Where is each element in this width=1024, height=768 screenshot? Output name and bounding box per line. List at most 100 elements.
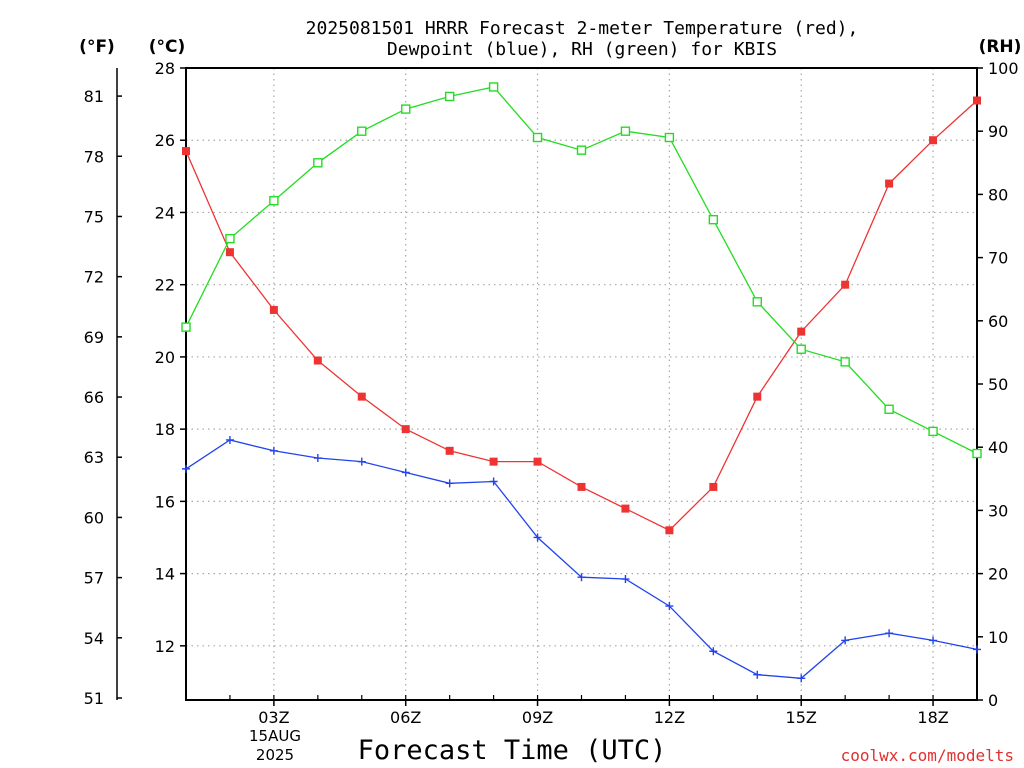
temperature-point: [182, 147, 190, 156]
temperature-point: [533, 457, 542, 466]
temperature-point: [621, 504, 630, 513]
dewpoint-point: [797, 674, 806, 683]
temperature-point: [753, 392, 762, 401]
rh-tick-label: 100: [988, 59, 1019, 78]
rh-tick-label: 0: [988, 691, 998, 710]
rh-point: [313, 158, 323, 168]
fahrenheit-tick-label: 60: [84, 508, 104, 527]
rh-tick-label: 50: [988, 375, 1008, 394]
series-layer: [181, 82, 982, 683]
x-axis-title: Forecast Time (UTC): [358, 735, 667, 766]
celsius-tick-label: 26: [155, 131, 175, 150]
temperature-line: [185, 100, 978, 532]
dewpoint-point: [182, 464, 190, 473]
temperature-point: [929, 136, 938, 145]
fahrenheit-tick-label: 57: [84, 569, 104, 588]
fahrenheit-tick-label: 75: [84, 207, 104, 226]
dewpoint-point: [401, 468, 410, 477]
temperature-point: [357, 392, 366, 401]
dewpoint-series: [182, 435, 981, 683]
rh-point: [444, 91, 455, 102]
dewpoint-point: [621, 575, 630, 584]
dewpoint-point: [973, 645, 981, 654]
dewpoint-point: [225, 435, 234, 444]
rh-point: [181, 322, 191, 332]
dewpoint-point: [313, 454, 322, 463]
rh-point: [840, 357, 850, 367]
dewpoint-point: [533, 533, 542, 542]
rh-tick-label: 10: [988, 628, 1008, 647]
temperature-point: [885, 179, 894, 188]
time-tick-label: 03Z: [258, 708, 289, 727]
fahrenheit-axis: 51 54 57 60 63 66 69 72 75 78 81: [84, 68, 122, 708]
dewpoint-point: [841, 636, 850, 645]
time-tick-label: 09Z: [522, 708, 553, 727]
dewpoint-point: [709, 647, 718, 656]
time-axis: 03Z 06Z 09Z 12Z 15Z 18Z: [185, 695, 978, 727]
temperature-point: [577, 482, 586, 491]
rh-tick-label: 70: [988, 249, 1008, 268]
rh-tick-label: 20: [988, 565, 1008, 584]
fahrenheit-tick-label: 69: [84, 328, 104, 347]
temperature-point: [709, 482, 718, 491]
time-tick-label: 06Z: [390, 708, 421, 727]
dewpoint-point: [929, 636, 938, 645]
rh-point: [225, 233, 235, 244]
celsius-tick-label: 12: [155, 637, 175, 656]
fahrenheit-tick-label: 66: [84, 388, 104, 407]
fahrenheit-tick-label: 81: [84, 87, 104, 106]
dewpoint-point: [577, 573, 586, 582]
temperature-point: [797, 327, 806, 336]
temperature-point: [973, 96, 981, 105]
date-label-day: 15AUG: [249, 727, 301, 745]
rh-tick-label: 90: [988, 122, 1008, 141]
temperature-point: [313, 356, 322, 365]
dewpoint-point: [445, 479, 454, 488]
rh-point: [532, 132, 543, 143]
credit-link[interactable]: coolwx.com/modelts: [841, 746, 1014, 765]
fahrenheit-tick-label: 63: [84, 448, 104, 467]
fahrenheit-tick-label: 72: [84, 268, 104, 287]
dewpoint-point: [489, 477, 498, 486]
rh-series: [181, 82, 982, 459]
time-tick-label: 18Z: [917, 708, 948, 727]
dewpoint-point: [269, 446, 278, 455]
fahrenheit-tick-label: 51: [84, 689, 104, 708]
rh-point: [401, 104, 411, 114]
temperature-point: [489, 457, 498, 466]
celsius-tick-label: 18: [155, 420, 175, 439]
temperature-point: [841, 280, 850, 289]
celsius-unit-label: (°C): [149, 37, 186, 57]
rh-tick-label: 40: [988, 438, 1008, 457]
dewpoint-point: [357, 457, 366, 466]
date-label-year: 2025: [256, 746, 294, 764]
celsius-tick-label: 28: [155, 59, 175, 78]
celsius-axis: 12 14 16 18 20 22 24 26 28: [155, 59, 186, 656]
celsius-tick-label: 22: [155, 276, 175, 295]
rh-unit-label: (RH): [979, 37, 1022, 57]
celsius-tick-label: 20: [155, 348, 175, 367]
dewpoint-line: [185, 439, 978, 679]
rh-point: [752, 297, 762, 307]
temperature-series: [182, 96, 981, 535]
rh-point: [269, 196, 279, 206]
celsius-tick-label: 16: [155, 492, 175, 511]
rh-point: [576, 145, 587, 155]
dewpoint-point: [885, 629, 894, 638]
rh-point: [928, 426, 938, 437]
fahrenheit-tick-label: 78: [84, 147, 104, 166]
plot-border: [185, 67, 978, 701]
celsius-tick-label: 24: [155, 203, 175, 222]
dewpoint-point: [665, 602, 674, 611]
temperature-point: [225, 248, 234, 257]
fahrenheit-unit-label: (°F): [79, 37, 115, 57]
rh-axis: 0 10 20 30 40 50 60 70 80 90 100: [977, 59, 1019, 710]
rh-point: [972, 448, 982, 459]
temperature-point: [445, 446, 454, 455]
chart-title-line-2: Dewpoint (blue), RH (green) for KBIS: [387, 39, 777, 60]
temperature-point: [665, 526, 674, 535]
plot-frame: [185, 67, 978, 701]
rh-point: [708, 214, 719, 225]
chart-title: 2025081501 HRRR Forecast 2-meter Tempera…: [306, 18, 859, 60]
